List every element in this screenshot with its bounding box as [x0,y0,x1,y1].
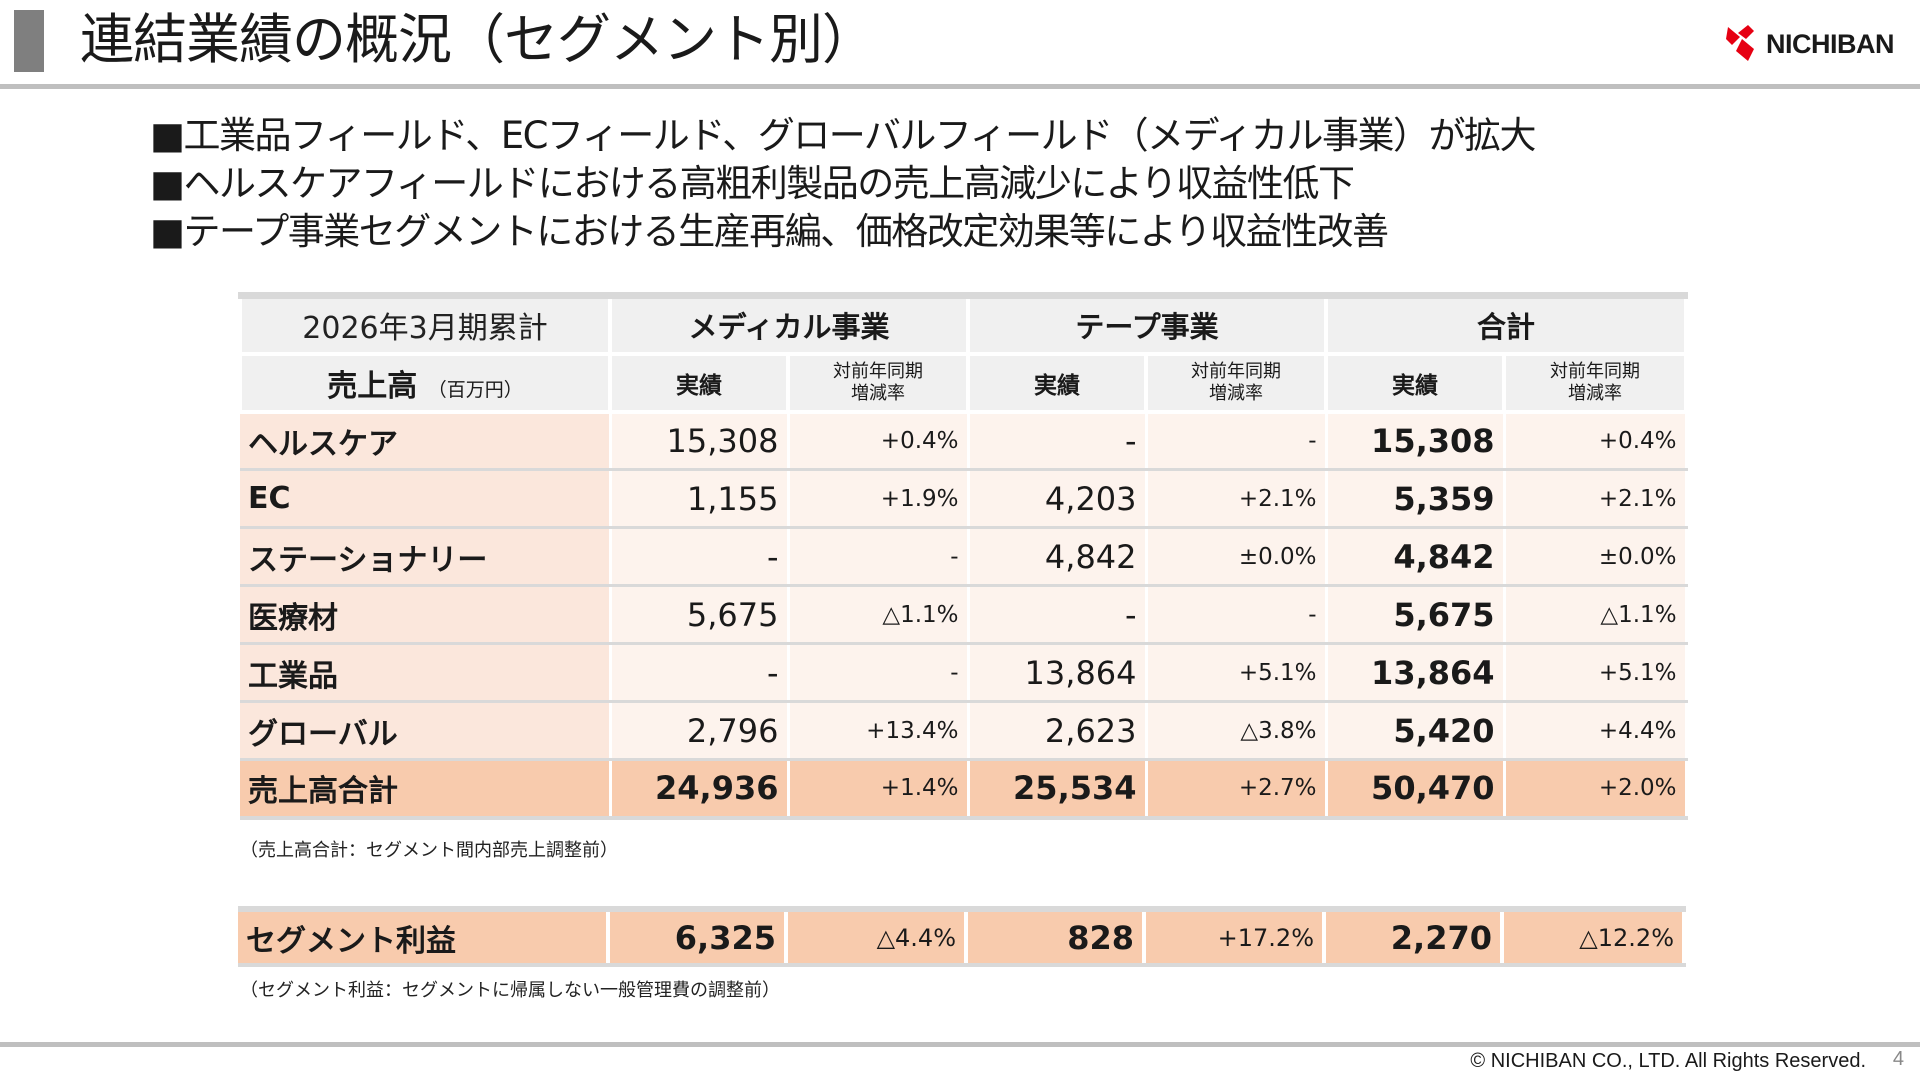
row-label: ステーショナリー [240,527,612,587]
bullet-item: ■ヘルスケアフィールドにおける高粗利製品の売上高減少により収益性低下 [150,162,1355,205]
sales-label: 売上高 [327,368,418,404]
medical-value: 1,155 [610,469,790,529]
table-row: EC 1,155 +1.9% 4,203 +2.1% 5,359 +2.1% [240,469,1688,529]
subheader-yoy: 対前年同期 増減率 [1502,351,1689,414]
medical-profit-rate: △4.4% [786,909,968,967]
tape-value: - [968,411,1148,471]
row-label: 工業品 [240,643,612,703]
row-label: 医療材 [240,585,612,645]
subheader-yoy: 対前年同期 増減率 [785,351,971,414]
total-value: 5,420 [1326,701,1506,761]
nichiban-logo-icon [1726,25,1754,61]
sales-label-cell: 売上高 （百万円） [238,351,612,414]
bullet-list: ■工業品フィールド、ECフィールド、グローバルフィールド（メディカル事業）が拡大… [150,112,1537,256]
sales-note: （売上高合計：セグメント間内部売上調整前） [240,840,618,861]
medical-rate: △1.1% [788,585,970,645]
table-row: 医療材 5,675 △1.1% - - 5,675 △1.1% [240,585,1688,645]
total-rate: △1.1% [1504,585,1688,645]
row-label: ヘルスケア [240,411,612,471]
total-value: 5,675 [1326,585,1506,645]
tape-rate: △3.8% [1146,701,1328,761]
header-total: 合計 [1324,293,1689,356]
table-subheader-row: 売上高 （百万円） 実績 対前年同期 増減率 実績 対前年同期 増減率 実績 対前年… [238,351,1689,414]
table-row: グローバル 2,796 +13.4% 2,623 △3.8% 5,420 +4.… [240,701,1688,761]
row-label: グローバル [240,701,612,761]
total-rate: +5.1% [1504,643,1688,703]
subheader-actual: 実績 [608,351,790,414]
bullet-item: ■テープ事業セグメントにおける生産再編、価格改定効果等により収益性改善 [150,210,1389,253]
medical-rate: - [788,643,970,703]
segment-sales-table: 2026年3月期累計 メディカル事業 テープ事業 合計 売上高 （百万円） 実績… [238,292,1689,820]
tape-rate: - [1146,585,1328,645]
medical-value: 5,675 [610,585,790,645]
tape-value: 4,203 [968,469,1148,529]
total-value: 15,308 [1326,411,1506,471]
total-value: 13,864 [1326,643,1506,703]
tape-profit-rate: +17.2% [1144,909,1326,967]
medical-value: 15,308 [610,411,790,471]
bullet-item: ■工業品フィールド、ECフィールド、グローバルフィールド（メディカル事業）が拡大 [150,114,1537,157]
company-logo: NICHIBAN [1724,22,1895,66]
header-divider [0,84,1920,89]
copyright: © NICHIBAN CO., LTD. All Rights Reserved… [1470,1050,1866,1072]
segment-profit-table: セグメント利益 6,325 △4.4% 828 +17.2% 2,270 △12… [238,906,1686,967]
header-medical: メディカル事業 [607,293,971,356]
tape-profit: 828 [966,909,1146,967]
subheader-actual: 実績 [1324,351,1507,414]
tape-value: 2,623 [968,701,1148,761]
medical-rate: +1.4% [788,759,970,820]
table-header-row: 2026年3月期累計 メディカル事業 テープ事業 合計 [238,293,1689,356]
tape-rate: ±0.0% [1146,527,1328,587]
medical-rate: - [788,527,970,587]
header-tape: テープ事業 [966,293,1329,356]
medical-rate: +13.4% [788,701,970,761]
total-profit-rate: △12.2% [1502,909,1686,967]
row-label: EC [240,469,612,529]
row-label: 売上高合計 [240,759,612,820]
total-profit: 2,270 [1324,909,1504,967]
profit-label: セグメント利益 [238,909,610,967]
profit-note: （セグメント利益：セグメントに帰属しない一般管理費の調整前） [240,980,780,1001]
total-rate: ±0.0% [1504,527,1688,587]
total-value: 5,359 [1326,469,1506,529]
total-rate: +2.0% [1504,759,1688,820]
tape-rate: +2.7% [1146,759,1328,820]
footer-divider [0,1042,1920,1047]
total-rate: +4.4% [1504,701,1688,761]
period-label: 2026年3月期累計 [238,293,612,356]
medical-value: 2,796 [610,701,790,761]
logo-text: NICHIBAN [1766,28,1895,59]
table-row: ステーショナリー - - 4,842 ±0.0% 4,842 ±0.0% [240,527,1688,587]
total-rate: +2.1% [1504,469,1688,529]
tape-value: 13,864 [968,643,1148,703]
total-value: 4,842 [1326,527,1506,587]
sales-unit: （百万円） [427,378,523,401]
title-accent-bar [14,10,44,72]
total-rate: +0.4% [1504,411,1688,471]
medical-value: 24,936 [610,759,790,820]
tape-value: 4,842 [968,527,1148,587]
medical-value: - [610,643,790,703]
subheader-actual: 実績 [966,351,1149,414]
medical-profit: 6,325 [608,909,788,967]
medical-rate: +1.9% [788,469,970,529]
subheader-yoy: 対前年同期 増減率 [1144,351,1329,414]
total-sales-row: 売上高合計 24,936 +1.4% 25,534 +2.7% 50,470 +… [240,759,1688,820]
medical-rate: +0.4% [788,411,970,471]
tape-rate: +5.1% [1146,643,1328,703]
tape-rate: - [1146,411,1328,471]
medical-value: - [610,527,790,587]
profit-row: セグメント利益 6,325 △4.4% 828 +17.2% 2,270 △12… [238,909,1686,967]
tape-rate: +2.1% [1146,469,1328,529]
table-row: ヘルスケア 15,308 +0.4% - - 15,308 +0.4% [240,411,1688,471]
page-number: 4 [1892,1048,1904,1070]
table-row: 工業品 - - 13,864 +5.1% 13,864 +5.1% [240,643,1688,703]
tape-value: 25,534 [968,759,1148,820]
page-title: 連結業績の概況（セグメント別） [80,8,876,71]
total-value: 50,470 [1326,759,1506,820]
tape-value: - [968,585,1148,645]
